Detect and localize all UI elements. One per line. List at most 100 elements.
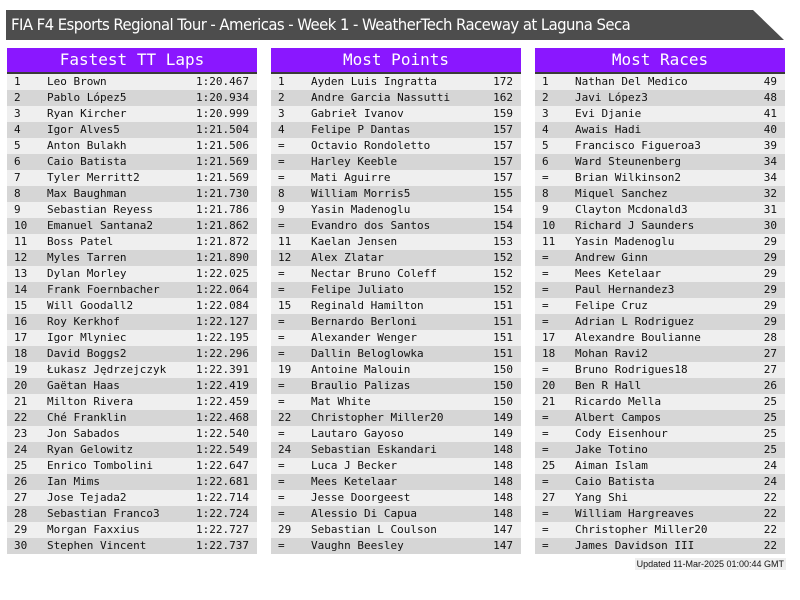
panel-title: Most Races xyxy=(535,48,785,74)
rank-cell: 5 xyxy=(14,139,21,152)
driver-name: Leo Brown xyxy=(47,75,107,88)
table-row: = Jesse Doorgeest 148 xyxy=(271,490,521,506)
driver-name: Jesse Doorgeest xyxy=(311,491,411,504)
value-cell: 25 xyxy=(763,443,777,456)
rank-cell: = xyxy=(278,539,285,552)
table-row: 19 Antoine Malouin 150 xyxy=(271,362,521,378)
driver-name: Ricardo Mella xyxy=(575,395,662,408)
driver-name: Harley Keeble xyxy=(311,155,398,168)
driver-name: Tyler Merritt2 xyxy=(47,171,140,184)
rank-cell: = xyxy=(278,315,285,328)
table-row: 8 Max Baughman 1:21.730 xyxy=(7,186,257,202)
driver-name: Sebastian Franco3 xyxy=(47,507,160,520)
value-cell: 1:22.459 xyxy=(196,395,249,408)
value-cell: 1:22.127 xyxy=(196,315,249,328)
table-row: 9 Clayton Mcdonald3 31 xyxy=(535,202,785,218)
rank-cell: 2 xyxy=(542,91,549,104)
table-row: = Harley Keeble 157 xyxy=(271,154,521,170)
rank-cell: 9 xyxy=(278,203,285,216)
table-row: = Adrian L Rodriguez 29 xyxy=(535,314,785,330)
rank-cell: = xyxy=(278,347,285,360)
rank-cell: 27 xyxy=(542,491,556,504)
table-row: = Christopher Miller20 22 xyxy=(535,522,785,538)
value-cell: 34 xyxy=(763,155,777,168)
driver-name: Braulio Palizas xyxy=(311,379,411,392)
table-row: 22 Ché Franklin 1:22.468 xyxy=(7,410,257,426)
rank-cell: 21 xyxy=(542,395,556,408)
panel-title: Fastest TT Laps xyxy=(7,48,257,74)
table-row: 12 Alex Zlatar 152 xyxy=(271,250,521,266)
value-cell: 40 xyxy=(763,123,777,136)
driver-name: Andrew Ginn xyxy=(575,251,648,264)
driver-name: Mohan Ravi2 xyxy=(575,347,648,360)
value-cell: 1:21.569 xyxy=(196,155,249,168)
rank-cell: 11 xyxy=(278,235,292,248)
rank-cell: = xyxy=(278,491,285,504)
driver-name: Roy Kerkhof xyxy=(47,315,120,328)
value-cell: 1:21.506 xyxy=(196,139,249,152)
rank-cell: 18 xyxy=(542,347,556,360)
rank-cell: 1 xyxy=(542,75,549,88)
driver-name: Felipe Juliato xyxy=(311,283,404,296)
value-cell: 149 xyxy=(493,427,513,440)
driver-name: Christopher Miller20 xyxy=(575,523,708,536)
rank-cell: 4 xyxy=(14,123,21,136)
table-row: 11 Yasin Madenoglu 29 xyxy=(535,234,785,250)
table-row: 3 Evi Djanie 41 xyxy=(535,106,785,122)
rank-cell: = xyxy=(542,443,549,456)
value-cell: 152 xyxy=(493,267,513,280)
rank-cell: 9 xyxy=(14,203,21,216)
table-row: = Octavio Rondoletto 157 xyxy=(271,138,521,154)
table-row: 1 Ayden Luis Ingratta 172 xyxy=(271,74,521,90)
driver-name: Gabrieł Ivanov xyxy=(311,107,404,120)
rank-cell: = xyxy=(278,379,285,392)
driver-name: Jake Totino xyxy=(575,443,648,456)
rank-cell: = xyxy=(278,427,285,440)
table-row: 25 Aiman Islam 24 xyxy=(535,458,785,474)
panel-most-points: Most Points 1 Ayden Luis Ingratta 172 2 Andr… xyxy=(271,48,521,554)
table-row: = Dallin Beloglowka 151 xyxy=(271,346,521,362)
table-row: = Braulio Palizas 150 xyxy=(271,378,521,394)
table-row: 14 Frank Foernbacher 1:22.064 xyxy=(7,282,257,298)
driver-name: Anton Bulakh xyxy=(47,139,127,152)
panel-fastest-tt-laps: Fastest TT Laps 1 Leo Brown 1:20.467 2 Pablo… xyxy=(7,48,257,554)
rank-cell: 1 xyxy=(278,75,285,88)
value-cell: 22 xyxy=(763,507,777,520)
value-cell: 154 xyxy=(493,203,513,216)
value-cell: 1:22.419 xyxy=(196,379,249,392)
value-cell: 29 xyxy=(763,235,777,248)
table-row: 20 Ben R Hall 26 xyxy=(535,378,785,394)
driver-name: Ché Franklin xyxy=(47,411,127,424)
table-row: 1 Leo Brown 1:20.467 xyxy=(7,74,257,90)
driver-name: David Boggs2 xyxy=(47,347,127,360)
value-cell: 25 xyxy=(763,427,777,440)
table-row: 30 Stephen Vincent 1:22.737 xyxy=(7,538,257,554)
value-cell: 151 xyxy=(493,347,513,360)
table-row: = Cody Eisenhour 25 xyxy=(535,426,785,442)
driver-name: Richard J Saunders xyxy=(575,219,695,232)
updated-timestamp: Updated 11-Mar-2025 01:00:44 GMT xyxy=(634,558,786,570)
value-cell: 148 xyxy=(493,507,513,520)
driver-name: Boss Patel xyxy=(47,235,114,248)
rank-cell: 27 xyxy=(14,491,28,504)
value-cell: 34 xyxy=(763,171,777,184)
driver-name: Igor Alves5 xyxy=(47,123,120,136)
driver-name: Bruno Rodrigues18 xyxy=(575,363,688,376)
table-row: = Bruno Rodrigues18 27 xyxy=(535,362,785,378)
table-row: 6 Caio Batista 1:21.569 xyxy=(7,154,257,170)
value-cell: 148 xyxy=(493,459,513,472)
table-row: 5 Anton Bulakh 1:21.506 xyxy=(7,138,257,154)
table-row: = Paul Hernandez3 29 xyxy=(535,282,785,298)
driver-name: Yasin Madenoglu xyxy=(575,235,675,248)
driver-name: Łukasz Jędrzejczyk xyxy=(47,363,167,376)
table-row: 2 Javi López3 48 xyxy=(535,90,785,106)
panel-title: Most Points xyxy=(271,48,521,74)
rank-cell: 2 xyxy=(14,91,21,104)
value-cell: 157 xyxy=(493,171,513,184)
table-row: = Mees Ketelaar 29 xyxy=(535,266,785,282)
driver-name: Brian Wilkinson2 xyxy=(575,171,681,184)
driver-name: Andre Garcia Nassutti xyxy=(311,91,451,104)
value-cell: 24 xyxy=(763,475,777,488)
value-cell: 31 xyxy=(763,203,777,216)
table-row: = Luca J Becker 148 xyxy=(271,458,521,474)
